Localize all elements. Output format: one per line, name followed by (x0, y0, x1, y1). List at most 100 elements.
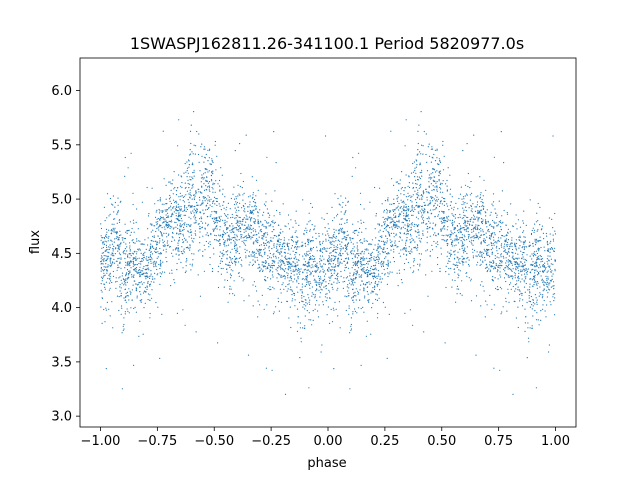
data-point (377, 255, 379, 257)
data-point (545, 316, 547, 318)
data-point (207, 171, 209, 173)
data-point (499, 369, 501, 371)
data-point (242, 218, 244, 220)
data-point (419, 151, 421, 153)
data-point (260, 231, 263, 233)
data-point (158, 229, 160, 231)
data-point (182, 267, 184, 269)
data-point (405, 212, 408, 214)
data-point (509, 268, 511, 270)
data-point (436, 190, 438, 192)
data-point (226, 240, 228, 242)
data-point (492, 201, 495, 203)
data-point (259, 209, 261, 211)
data-point (503, 235, 505, 237)
data-point (329, 252, 331, 254)
data-point (398, 272, 401, 274)
data-point (290, 236, 292, 238)
data-point (470, 280, 472, 282)
data-point (535, 283, 538, 285)
data-point (382, 265, 385, 267)
data-point (124, 175, 126, 177)
data-point (215, 169, 217, 171)
data-point (132, 242, 135, 244)
data-point (165, 220, 167, 222)
data-point (492, 193, 495, 195)
data-point (504, 267, 506, 269)
data-point (422, 222, 424, 224)
data-point (473, 249, 476, 251)
data-point (208, 246, 210, 248)
data-point (252, 252, 255, 254)
data-point (430, 173, 432, 175)
data-point (437, 232, 439, 235)
data-point (253, 241, 255, 243)
data-point (351, 279, 354, 281)
data-point (310, 319, 312, 321)
data-point (475, 354, 477, 356)
data-point (501, 265, 503, 267)
data-point (344, 232, 346, 234)
data-point (136, 258, 138, 260)
data-point (453, 268, 455, 270)
data-point (137, 284, 139, 286)
data-point (393, 232, 395, 234)
data-point (279, 288, 281, 290)
data-point (252, 230, 254, 232)
data-point (552, 135, 554, 137)
data-point (395, 223, 397, 225)
data-point (384, 200, 387, 202)
data-point (209, 263, 211, 266)
data-point (536, 284, 538, 286)
data-point (185, 171, 187, 173)
data-point (382, 230, 384, 233)
data-point (346, 276, 349, 278)
data-point (546, 279, 548, 281)
data-point (391, 244, 393, 246)
data-point (492, 268, 495, 270)
data-point (521, 292, 523, 295)
data-point (408, 186, 411, 189)
data-point (234, 227, 236, 229)
data-point (376, 294, 378, 296)
data-point (179, 192, 181, 194)
data-point (135, 267, 138, 269)
data-point (225, 215, 227, 217)
data-point (487, 249, 489, 251)
data-point (523, 286, 526, 288)
data-point (316, 269, 318, 271)
data-point (271, 200, 273, 202)
data-point (383, 209, 385, 211)
data-point (294, 247, 296, 249)
data-point (163, 178, 165, 180)
data-point (354, 278, 356, 280)
data-point (129, 250, 131, 252)
data-point (409, 239, 411, 241)
data-point (536, 303, 538, 305)
data-point (258, 252, 260, 254)
data-point (103, 272, 105, 274)
data-point (519, 261, 522, 263)
data-point (361, 264, 363, 266)
data-point (387, 263, 389, 265)
data-point (156, 227, 158, 230)
data-point (371, 239, 373, 241)
data-point (109, 258, 111, 260)
data-point (230, 239, 232, 241)
data-point (543, 281, 545, 283)
data-point (220, 267, 222, 270)
data-point (383, 261, 385, 263)
data-point (130, 293, 132, 295)
data-point (284, 248, 286, 251)
data-point (159, 265, 161, 267)
data-point (518, 278, 520, 280)
data-point (298, 301, 301, 304)
data-point (339, 261, 341, 263)
data-point (199, 211, 201, 213)
data-point (183, 224, 186, 226)
data-point (499, 221, 501, 224)
data-point (389, 222, 391, 224)
data-point (118, 249, 120, 251)
data-point (201, 174, 203, 176)
data-point (308, 387, 310, 389)
